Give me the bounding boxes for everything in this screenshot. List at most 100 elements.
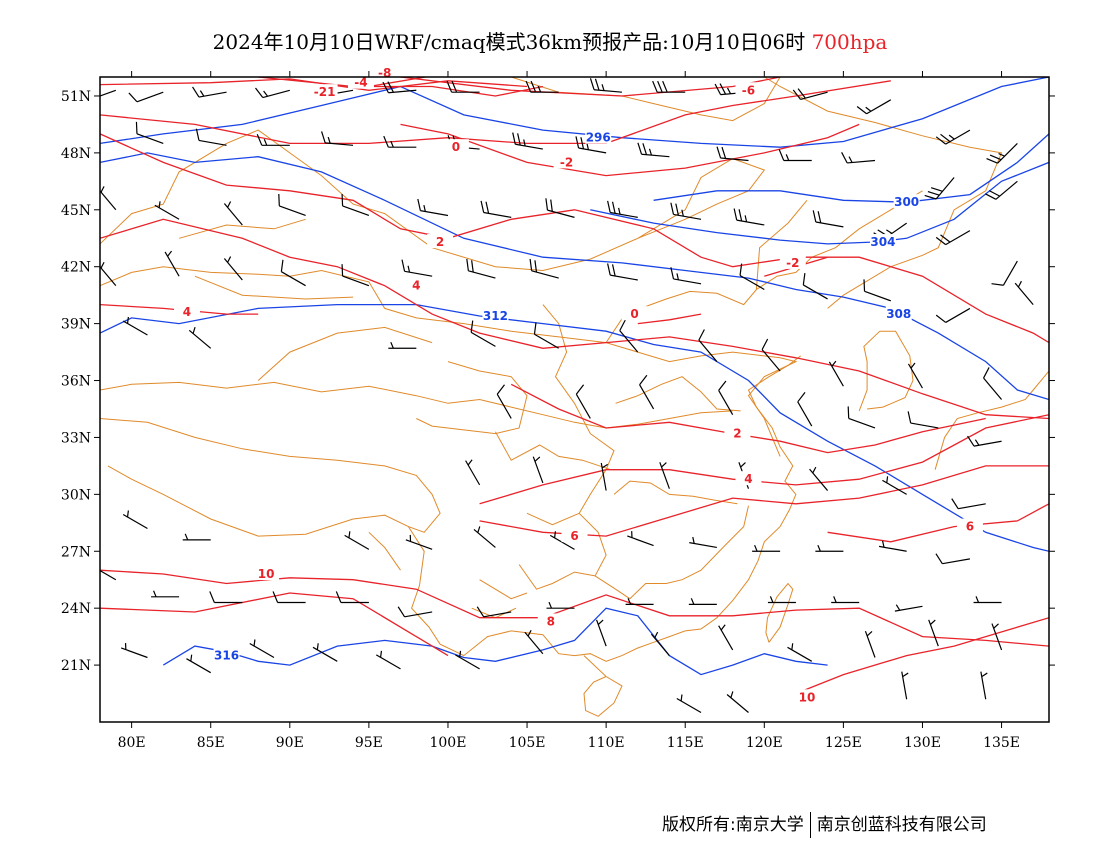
barb-staff <box>575 393 591 419</box>
barb-feather <box>991 283 1004 286</box>
lon-tick-label: 110E <box>588 735 625 751</box>
barb-staff <box>100 89 117 97</box>
height-contour <box>162 607 828 676</box>
barb-feather <box>380 650 383 658</box>
height-contour-label: 304 <box>870 235 895 249</box>
barb-feather <box>397 606 406 618</box>
temperature-contour <box>479 414 1049 505</box>
barb-staff <box>942 558 971 565</box>
lat-tick-label: 33N <box>61 430 91 446</box>
barb-feather <box>778 149 785 161</box>
barb-staff <box>470 331 496 347</box>
wind-barb <box>128 91 164 103</box>
label-backdrop <box>427 234 454 249</box>
wind-barb <box>375 650 401 670</box>
barb-staff <box>473 529 496 548</box>
barb-feather <box>96 562 97 569</box>
barb-staff <box>154 204 180 220</box>
border-line <box>471 607 517 619</box>
border-line <box>416 361 528 435</box>
barb-feather <box>316 643 319 650</box>
wind-barb <box>983 367 1003 400</box>
barb-feather <box>930 187 943 192</box>
barb-feather <box>227 201 232 208</box>
barb-feather <box>948 134 955 140</box>
barb-feather <box>209 591 215 603</box>
wind-barb <box>726 691 749 713</box>
barb-feather <box>167 250 173 257</box>
barb-feather <box>761 338 769 350</box>
temperature-contour-label: 10 <box>258 567 275 581</box>
barb-staff <box>761 349 781 372</box>
barb-staff <box>524 631 544 655</box>
barb-feather <box>100 261 105 269</box>
barb-feather <box>485 201 490 214</box>
barb-staff <box>1002 260 1018 286</box>
barb-feather <box>718 380 727 391</box>
wind-barb <box>195 128 227 146</box>
barb-staff <box>532 456 544 484</box>
barb-feather <box>480 200 485 213</box>
barb-feather <box>256 134 263 146</box>
wind-barb <box>341 264 370 287</box>
lon-tick-label: 90E <box>276 735 304 751</box>
wind-barb <box>473 526 496 548</box>
wind-barb <box>907 362 923 389</box>
border-line <box>613 480 738 505</box>
wind-barb <box>529 258 559 279</box>
barb-staff <box>848 417 876 429</box>
barb-staff <box>864 630 876 658</box>
barb-staff <box>866 99 892 115</box>
wind-barb <box>778 149 812 162</box>
barb-staff <box>515 143 543 150</box>
barb-feather <box>661 462 667 468</box>
lat-tick-label: 51N <box>61 89 91 105</box>
label-backdrop <box>735 471 762 486</box>
wind-barb <box>831 596 860 604</box>
border-line <box>526 512 580 526</box>
wind-barb <box>480 200 512 218</box>
wind-barb-layer <box>96 78 1034 714</box>
barb-staff <box>279 205 306 217</box>
barb-feather <box>993 623 999 629</box>
barb-staff <box>736 219 765 226</box>
temperature-contour-label: 6 <box>570 529 578 543</box>
barb-feather <box>930 619 936 625</box>
wind-barb <box>863 279 892 302</box>
wind-barb <box>935 307 971 323</box>
barb-feather <box>278 193 280 206</box>
wind-barb <box>894 604 923 612</box>
barb-staff <box>945 230 971 246</box>
wind-barb <box>223 256 243 281</box>
lon-tick-label: 105E <box>509 735 546 751</box>
temperature-contour-label: 4 <box>183 305 191 319</box>
barb-feather <box>611 201 616 214</box>
barb-staff <box>198 139 227 146</box>
barb-staff <box>595 619 607 647</box>
temperature-contour <box>368 77 430 88</box>
wind-barb <box>321 131 354 146</box>
height-contour-layer <box>100 77 1049 676</box>
lon-tick-label: 125E <box>825 735 862 751</box>
title-main: 2024年10月10日WRF/cmaq模式36km预报产品:10月10日06时 <box>212 30 806 54</box>
barb-staff <box>610 274 638 281</box>
wind-barb <box>382 81 417 94</box>
wind-barb <box>637 142 670 158</box>
barb-staff <box>483 611 512 618</box>
barb-feather <box>924 194 937 200</box>
wind-barb <box>466 258 496 279</box>
wind-barb <box>652 80 686 93</box>
wind-barb <box>595 619 607 647</box>
wind-barb <box>446 80 480 93</box>
barb-feather <box>681 209 684 217</box>
barb-feather <box>548 601 553 609</box>
barb-staff <box>878 545 907 552</box>
temperature-contour-label: 0 <box>630 307 638 321</box>
barb-staff <box>465 460 481 486</box>
lat-tick-label: 48N <box>61 146 91 162</box>
height-contour <box>100 152 1049 401</box>
wind-barb <box>100 89 117 97</box>
barb-feather <box>607 200 611 213</box>
label-backdrop <box>213 647 240 662</box>
barb-feather <box>227 256 232 263</box>
